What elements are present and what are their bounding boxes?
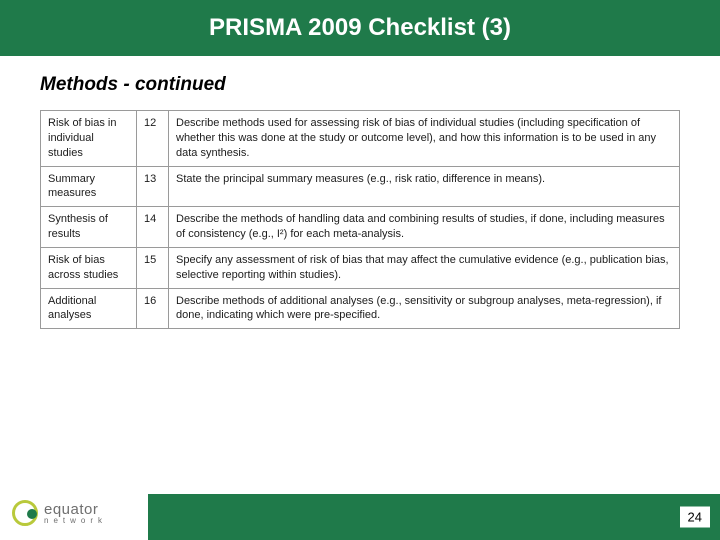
item-description: Specify any assessment of risk of bias t… (169, 247, 680, 288)
header-band: PRISMA 2009 Checklist (3) (0, 0, 720, 56)
footer-band: equator network 24 (0, 494, 720, 540)
table-row: Risk of bias in individual studies 12 De… (41, 111, 680, 167)
item-label: Risk of bias in individual studies (41, 111, 137, 167)
item-label: Synthesis of results (41, 207, 137, 248)
item-description: Describe methods of additional analyses … (169, 288, 680, 329)
table-row: Additional analyses 16 Describe methods … (41, 288, 680, 329)
table-row: Risk of bias across studies 15 Specify a… (41, 247, 680, 288)
item-description: Describe the methods of handling data an… (169, 207, 680, 248)
equator-logo: equator network (12, 500, 107, 526)
item-label: Summary measures (41, 166, 137, 207)
footer-green-bar: 24 (148, 494, 720, 540)
logo-text-sub: network (44, 517, 107, 525)
item-description: Describe methods used for assessing risk… (169, 111, 680, 167)
page-title: PRISMA 2009 Checklist (3) (209, 14, 511, 42)
item-label: Additional analyses (41, 288, 137, 329)
section-heading: Methods - continued (40, 74, 680, 96)
item-label: Risk of bias across studies (41, 247, 137, 288)
item-number: 15 (137, 247, 169, 288)
page-number: 24 (680, 507, 710, 528)
item-number: 12 (137, 111, 169, 167)
item-description: State the principal summary measures (e.… (169, 166, 680, 207)
item-number: 16 (137, 288, 169, 329)
logo-text-main: equator (44, 502, 107, 517)
content-area: Methods - continued Risk of bias in indi… (0, 56, 720, 329)
logo-text: equator network (44, 502, 107, 525)
checklist-table: Risk of bias in individual studies 12 De… (40, 110, 680, 329)
item-number: 13 (137, 166, 169, 207)
table-row: Summary measures 13 State the principal … (41, 166, 680, 207)
logo-icon (12, 500, 38, 526)
item-number: 14 (137, 207, 169, 248)
table-row: Synthesis of results 14 Describe the met… (41, 207, 680, 248)
